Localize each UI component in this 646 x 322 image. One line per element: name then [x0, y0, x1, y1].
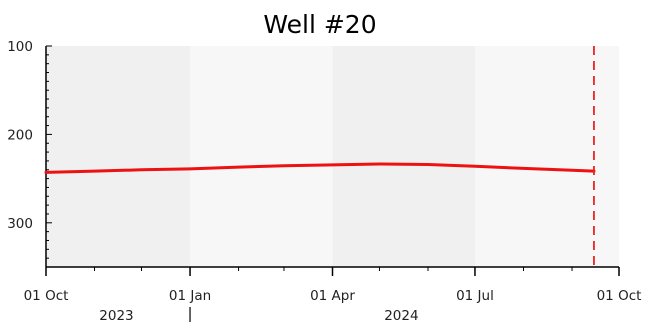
background-band: [332, 46, 475, 267]
background-band: [46, 46, 191, 267]
year-label: 2024: [384, 308, 418, 322]
background-bands: [46, 46, 619, 267]
y-tick-label: 300: [7, 216, 33, 232]
x-tick-label: 01 Apr: [310, 288, 355, 304]
year-label: 2023: [99, 308, 133, 322]
background-band: [474, 46, 619, 267]
x-tick-label: 01 Oct: [597, 288, 642, 304]
y-tick-label: 200: [7, 127, 33, 143]
x-tick-label: 01 Jul: [456, 288, 494, 304]
chart-title: Well #20: [263, 10, 376, 39]
x-tick-label: 01 Jan: [169, 288, 211, 304]
background-band: [190, 46, 333, 267]
series-layer: [44, 162, 596, 174]
y-tick-label: 100: [7, 39, 33, 55]
x-tick-label: 01 Oct: [24, 288, 69, 304]
axes: 100 200 300 01 Oct 01 Jan 01 Apr 01 Jul 01 Oct 2…: [7, 39, 641, 322]
series-line: [44, 162, 596, 174]
